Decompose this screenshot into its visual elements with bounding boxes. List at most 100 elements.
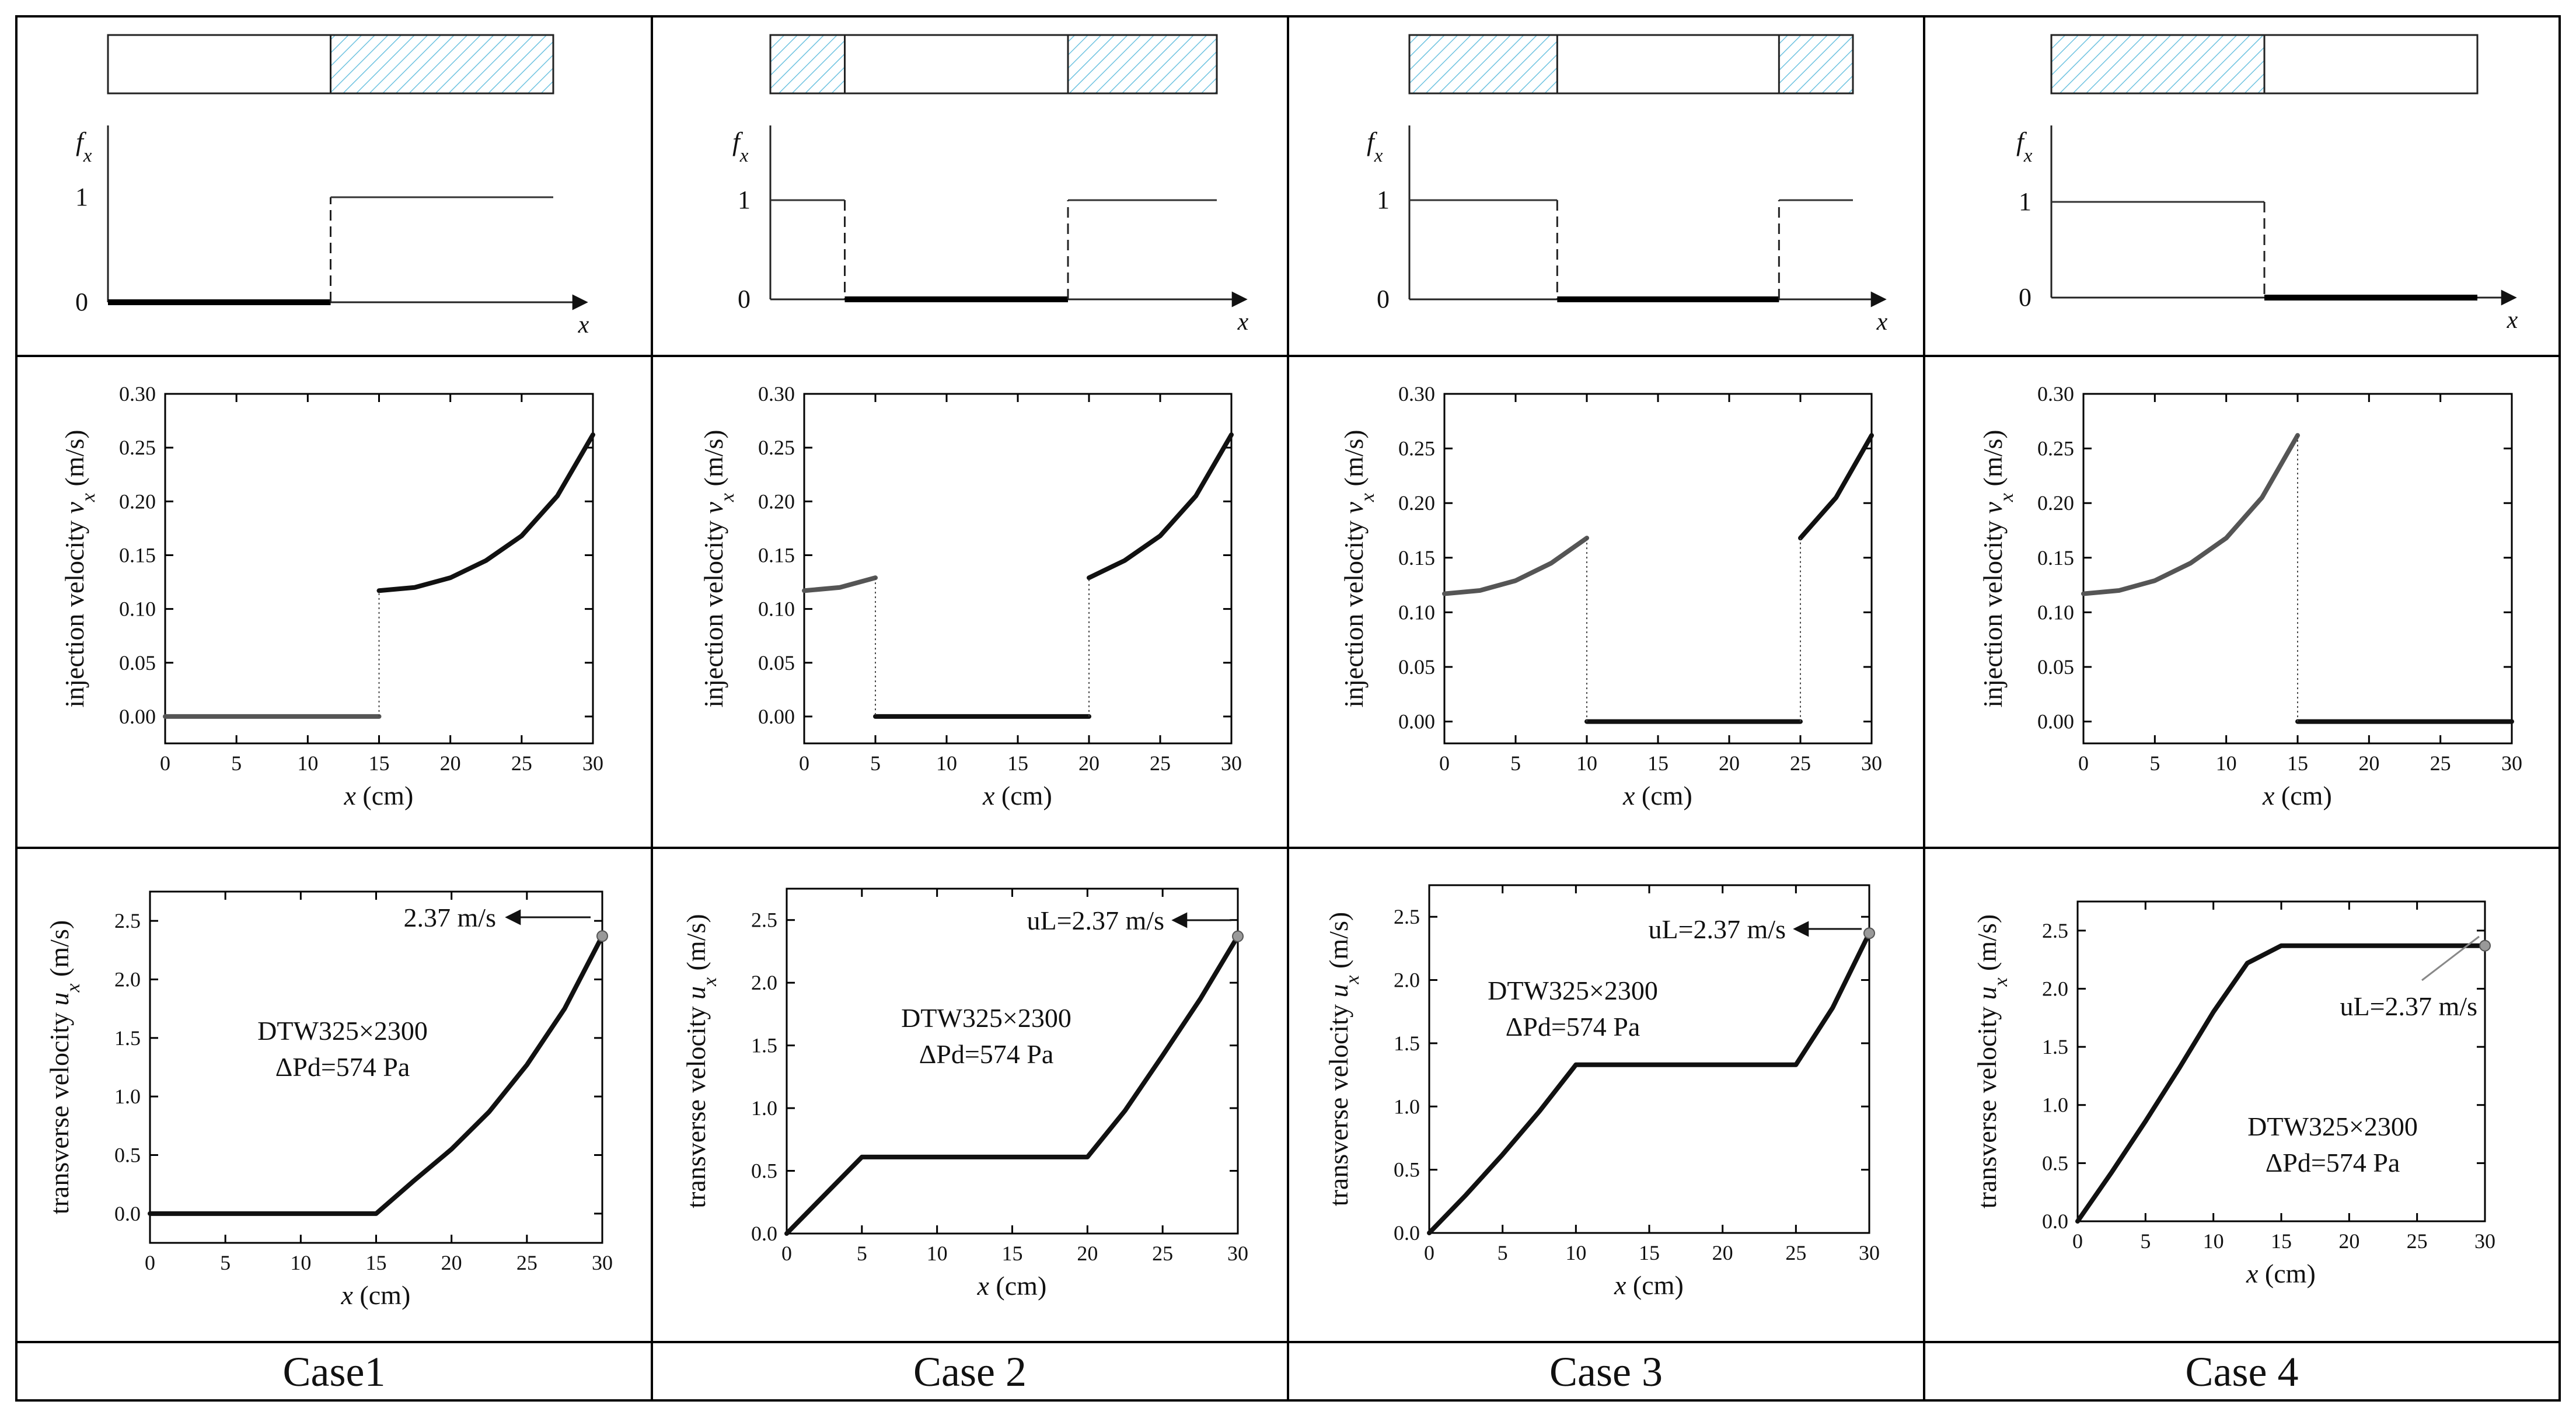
- y-tick-label: 0.00: [758, 705, 795, 728]
- x-tick-label: 20: [2338, 1229, 2359, 1253]
- y-tick-label: 0.30: [1398, 382, 1435, 406]
- series-line: [1442, 536, 1589, 596]
- annotation-pressure: ΔPd=574 Pa: [919, 1039, 1054, 1069]
- x-tick-label: 10: [290, 1251, 311, 1274]
- fx-x-axis-label: x: [578, 312, 589, 338]
- y-tick-label: 0.25: [1398, 437, 1435, 460]
- case-labels: Case1 Case 2 Case 3 Case 4: [283, 1348, 2299, 1395]
- hatched-region: [1779, 35, 1853, 93]
- x-axis-label: x (cm): [1614, 1270, 1684, 1300]
- annotation-model: DTW325×2300: [1488, 976, 1658, 1005]
- y-tick-label: 1.5: [2042, 1035, 2068, 1058]
- x-tick-label: 5: [220, 1251, 231, 1274]
- fx-y-axis-label: fx: [2016, 127, 2033, 166]
- injection-plot-case1: 0 5 10 15 20 25 30 0.00 0.05 0.10 0.15 0.20 0.25 0.30…: [60, 382, 603, 810]
- x-tick-label: 10: [2216, 752, 2237, 775]
- y-tick-label: 0.05: [1398, 655, 1435, 679]
- hatched-region: [1068, 35, 1217, 93]
- x-tick-label: 30: [1221, 752, 1242, 775]
- x-tick-label: 5: [2149, 752, 2160, 775]
- x-tick-label: 20: [1719, 752, 1740, 775]
- series-line: [802, 575, 878, 593]
- transverse-plot-case1: 0 5 10 15 20 25 30 0.0 0.5 1.0 1.5 2.0 2.5 x (cm) tran…: [44, 890, 613, 1310]
- y-tick-label: 2.5: [751, 909, 777, 932]
- x-tick-label: 15: [369, 752, 390, 775]
- endpoint-arrow: [2421, 935, 2480, 981]
- y-tick-label: 0.5: [114, 1144, 141, 1167]
- x-tick-label: 5: [2140, 1229, 2151, 1253]
- annotation-model: DTW325×2300: [2247, 1112, 2418, 1141]
- y-tick-label: 0.00: [119, 705, 156, 728]
- y-tick-label: 1.5: [1394, 1032, 1420, 1055]
- fx-x-axis-label: x: [1237, 309, 1249, 336]
- x-tick-label: 25: [2407, 1229, 2428, 1253]
- domain-bar: [769, 34, 1218, 95]
- x-tick-label: 0: [2078, 752, 2089, 775]
- x-tick-label: 15: [366, 1251, 387, 1274]
- y-tick-label: 2.0: [2042, 977, 2068, 1000]
- x-axis-label: x (cm): [344, 781, 414, 810]
- annotation-model: DTW325×2300: [901, 1003, 1071, 1033]
- x-tick-label: 30: [2474, 1229, 2495, 1253]
- injection-plot-case4: 0 5 10 15 20 25 30 0.00 0.05 0.10 0.15 0.20 0.25 0.30…: [1978, 382, 2522, 810]
- fx-x-axis-label: x: [1876, 309, 1888, 336]
- x-tick-label: 5: [1510, 752, 1521, 775]
- y-tick-label: 1.0: [1394, 1095, 1420, 1118]
- y-tick-label: 0.15: [119, 543, 156, 567]
- x-tick-label: 0: [1439, 752, 1450, 775]
- y-tick-label: 0.20: [758, 490, 795, 513]
- x-tick-label: 0: [145, 1251, 155, 1274]
- y-tick-label: 0.15: [1398, 546, 1435, 570]
- x-axis-label: x (cm): [2246, 1259, 2316, 1288]
- series-line: [784, 934, 1240, 1236]
- annotation-pressure: ΔPd=574 Pa: [275, 1052, 410, 1082]
- fx-y-tick-label: 0: [2019, 283, 2032, 312]
- x-tick-label: 30: [592, 1251, 613, 1274]
- x-axis-label: x (cm): [977, 1271, 1047, 1301]
- x-tick-label: 10: [1576, 752, 1597, 775]
- series-line: [376, 432, 595, 593]
- x-axis-label: x (cm): [341, 1280, 411, 1310]
- x-tick-label: 15: [1639, 1241, 1660, 1264]
- case-label: Case1: [283, 1348, 386, 1395]
- x-tick-label: 0: [160, 752, 170, 775]
- fx-plot-1: fx x 0 1: [75, 34, 589, 338]
- y-axis-label: injection velocity vx (m/s): [1978, 429, 2017, 707]
- x-tick-label: 5: [231, 752, 242, 775]
- fx-y-tick-label: 0: [1377, 285, 1390, 313]
- y-tick-label: 0.0: [751, 1222, 777, 1245]
- series-line: [2081, 433, 2300, 596]
- x-tick-label: 30: [2501, 752, 2522, 775]
- x-tick-label: 20: [441, 1251, 462, 1274]
- x-tick-label: 5: [857, 1242, 867, 1265]
- plot-frame: [1443, 393, 1873, 745]
- series-line: [2075, 943, 2487, 1224]
- x-tick-label: 20: [440, 752, 461, 775]
- x-tick-label: 15: [1647, 752, 1669, 775]
- transverse-plot-case3: 0 5 10 15 20 25 30 0.0 0.5 1.0 1.5 2.0 2.5 x (cm) tran…: [1324, 884, 1880, 1300]
- y-tick-label: 1.5: [114, 1026, 141, 1050]
- y-tick-label: 2.0: [1394, 969, 1420, 992]
- y-axis-label: transverse velocity ux (m/s): [1972, 914, 2012, 1208]
- x-tick-label: 25: [511, 752, 532, 775]
- fx-y-tick-label: 1: [75, 183, 88, 211]
- y-tick-label: 0.20: [2037, 491, 2074, 515]
- x-tick-label: 10: [1565, 1241, 1586, 1264]
- y-axis-label: transverse velocity ux (m/s): [1324, 912, 1363, 1206]
- endpoint-label: uL=2.37 m/s: [1648, 914, 1786, 944]
- annotation-pressure: ΔPd=574 Pa: [1506, 1012, 1640, 1042]
- endpoint-marker: [1232, 930, 1244, 942]
- y-tick-label: 0.10: [1398, 600, 1435, 624]
- y-tick-label: 0.25: [119, 436, 156, 459]
- y-axis-label: injection velocity vx (m/s): [60, 429, 99, 707]
- y-tick-label: 0.30: [2037, 382, 2074, 406]
- table-grid: [15, 15, 2561, 1402]
- y-tick-label: 1.0: [2042, 1093, 2068, 1117]
- fx-plot-4: fx x 0 1: [2016, 34, 2518, 334]
- x-tick-label: 15: [2287, 752, 2308, 775]
- y-tick-label: 2.5: [2042, 919, 2068, 942]
- series-line: [1427, 931, 1872, 1235]
- fx-y-tick-label: 1: [738, 186, 751, 214]
